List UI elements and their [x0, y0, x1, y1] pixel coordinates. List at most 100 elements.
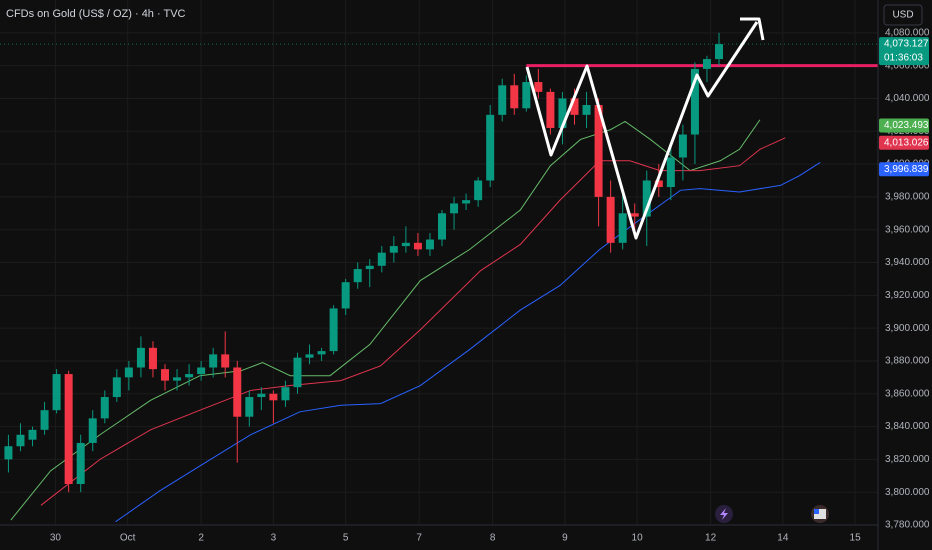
candle-body	[570, 98, 579, 115]
price-label: 3,996.839	[884, 164, 929, 175]
candle-body	[100, 397, 109, 419]
candle-body	[148, 347, 157, 370]
pattern-annotation	[525, 17, 765, 240]
candle-body	[329, 308, 338, 352]
candle-body	[594, 105, 603, 197]
candle-body	[209, 354, 218, 368]
candle-body	[702, 59, 711, 69]
candle-body	[666, 157, 675, 188]
candle-body	[522, 82, 531, 109]
candle-body	[293, 357, 302, 388]
candle-body	[28, 429, 37, 440]
candle-body	[136, 347, 145, 368]
candle-body	[498, 85, 507, 115]
price-label-box	[879, 135, 929, 150]
candle-body	[582, 105, 591, 115]
price-axis: 3,780.000 3,800.000 3,820.000 3,840.000 3,86…	[879, 27, 930, 531]
x-tick-label: 2	[198, 533, 204, 544]
candle-body	[558, 98, 567, 128]
y-tick-label: 3,920.000	[885, 290, 930, 301]
candle-body	[642, 180, 651, 217]
moving-average-line	[115, 162, 821, 523]
candle-body	[52, 374, 61, 411]
candle-body	[606, 196, 615, 243]
price-label: 4,073.127	[884, 39, 929, 50]
candle-body	[64, 374, 73, 484]
candle-body	[341, 282, 350, 309]
candle-body	[317, 351, 326, 355]
flag-canton	[814, 509, 819, 514]
currency[interactable]: USD	[892, 10, 913, 21]
y-tick-label: 3,900.000	[885, 323, 930, 334]
candle-body	[112, 377, 121, 398]
y-tick-label: 3,980.000	[885, 192, 930, 203]
candle-body	[401, 242, 410, 247]
candle-body	[88, 418, 97, 443]
candle-body	[630, 213, 639, 217]
countdown: 01:36:03	[884, 53, 923, 64]
candle-body	[389, 246, 398, 253]
candle-body	[546, 91, 555, 128]
chart-title: CFDs on Gold (US$ / OZ) · 4h · TVC	[6, 8, 186, 20]
price-label-box	[879, 37, 929, 66]
candle-body	[425, 239, 434, 250]
candle-body	[450, 203, 459, 214]
candle-body	[678, 134, 687, 158]
candle-body	[377, 252, 386, 266]
currency-box[interactable]	[883, 4, 923, 26]
candle-body	[76, 442, 85, 484]
y-tick-label: 3,940.000	[885, 257, 930, 268]
y-tick-label: 4,040.000	[885, 93, 930, 104]
x-tick-label: 15	[850, 533, 862, 544]
candle-body	[233, 367, 242, 417]
price-label: 4,023.493	[884, 120, 929, 131]
flag-icon	[814, 509, 826, 519]
candle-body	[618, 213, 627, 243]
candle-body	[353, 269, 362, 283]
x-tick-label: 5	[343, 533, 349, 544]
y-tick-label: 4,080.000	[885, 27, 930, 38]
y-tick-label: 3,960.000	[885, 224, 930, 235]
price-label-box	[879, 162, 929, 177]
candle-body	[281, 387, 290, 401]
x-tick-label: 12	[705, 533, 717, 544]
x-tick-label: 14	[777, 533, 789, 544]
price-label-box	[879, 118, 929, 133]
y-tick-label: 3,840.000	[885, 421, 930, 432]
x-tick-label: 8	[490, 533, 496, 544]
candle-body	[715, 44, 724, 60]
candle-body	[161, 369, 170, 381]
candle-body	[474, 180, 483, 201]
candle-body	[510, 85, 519, 109]
y-tick-label: 3,800.000	[885, 487, 930, 498]
candle-body	[462, 200, 471, 204]
x-tick-label: 7	[416, 533, 422, 544]
candle-body	[185, 374, 194, 378]
x-tick-label: 9	[562, 533, 568, 544]
moving-average-line	[10, 119, 761, 521]
y-tick-label: 3,780.000	[885, 520, 930, 531]
candle-body	[221, 354, 230, 368]
price-label: 4,013.026	[884, 137, 929, 148]
grid	[0, 0, 878, 526]
candle-body	[534, 82, 543, 92]
candle-body	[257, 393, 266, 398]
candle-body	[413, 242, 422, 250]
event-icon-bolt	[720, 508, 728, 520]
candle-body	[269, 393, 278, 401]
x-tick-label: 3	[271, 533, 277, 544]
candle-body	[365, 265, 374, 270]
candle-body	[654, 180, 663, 188]
candle-body	[16, 434, 25, 447]
candle-body	[197, 367, 206, 375]
moving-average-line	[40, 137, 786, 506]
candle-body	[486, 114, 495, 181]
arrow-head	[740, 17, 765, 41]
y-tick-label: 4,060.000	[885, 60, 930, 71]
x-tick-label: 30	[50, 533, 62, 544]
candle-body	[438, 213, 447, 240]
y-tick-label: 3,880.000	[885, 356, 930, 367]
x-tick-label: 10	[632, 533, 644, 544]
